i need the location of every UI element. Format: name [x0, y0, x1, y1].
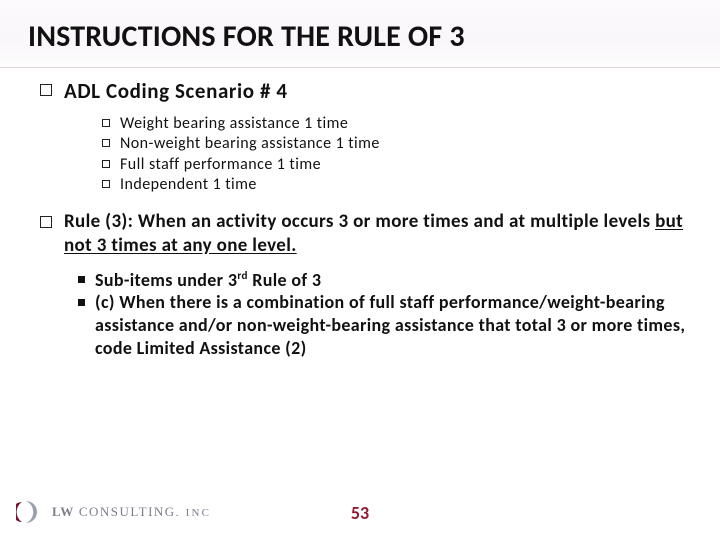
bullet-small-icon: [102, 119, 110, 127]
bullet-hollow-icon: [40, 216, 52, 228]
sub1-sup: rd: [237, 268, 248, 282]
logo: LW CONSULTING. INC: [16, 498, 211, 526]
rule-row: Rule (3): When an activity occurs 3 or m…: [40, 210, 690, 258]
list-item-label: Weight bearing assistance 1 time: [120, 114, 348, 134]
section-heading-row: ADL Coding Scenario # 4: [40, 78, 690, 104]
logo-mark-icon: [16, 498, 44, 526]
logo-rest: CONSULTING: [79, 504, 176, 519]
section1-list: Weight bearing assistance 1 time Non-wei…: [102, 114, 690, 196]
content-area: ADL Coding Scenario # 4 Weight bearing a…: [40, 78, 690, 359]
rule-sublist: Sub-items under 3rd Rule of 3 (c) When t…: [78, 268, 690, 360]
rule-prefix: Rule (3): When an activity occurs 3 or m…: [64, 210, 655, 233]
list-item-label: Non-weight bearing assistance 1 time: [120, 134, 380, 154]
logo-inc: . INC: [176, 507, 211, 519]
sub1-part-a: Sub-items under 3: [95, 269, 237, 291]
sub-item-1: Sub-items under 3rd Rule of 3: [95, 268, 321, 292]
sub-item-2: (c) When there is a combination of full …: [95, 291, 690, 359]
slide-title: INSTRUCTIONS FOR THE RULE OF 3: [28, 18, 465, 55]
bullet-solid-icon: [78, 299, 85, 306]
list-item: (c) When there is a combination of full …: [78, 291, 690, 359]
slide: INSTRUCTIONS FOR THE RULE OF 3 ADL Codin…: [0, 0, 720, 540]
list-item: Sub-items under 3rd Rule of 3: [78, 268, 690, 292]
rule-text: Rule (3): When an activity occurs 3 or m…: [64, 210, 690, 258]
bullet-hollow-icon: [40, 84, 52, 96]
sub1-part-b: Rule of 3: [248, 269, 321, 291]
section-heading: ADL Coding Scenario # 4: [64, 78, 288, 104]
logo-text: LW CONSULTING. INC: [52, 504, 211, 520]
list-item: Full staff performance 1 time: [102, 155, 690, 175]
bullet-small-icon: [102, 139, 110, 147]
list-item-label: Full staff performance 1 time: [120, 155, 321, 175]
list-item: Weight bearing assistance 1 time: [102, 114, 690, 134]
bullet-small-icon: [102, 180, 110, 188]
bullet-small-icon: [102, 160, 110, 168]
logo-lw: LW: [52, 504, 74, 519]
bullet-solid-icon: [78, 276, 85, 283]
list-item: Independent 1 time: [102, 175, 690, 195]
list-item: Non-weight bearing assistance 1 time: [102, 134, 690, 154]
list-item-label: Independent 1 time: [120, 175, 257, 195]
